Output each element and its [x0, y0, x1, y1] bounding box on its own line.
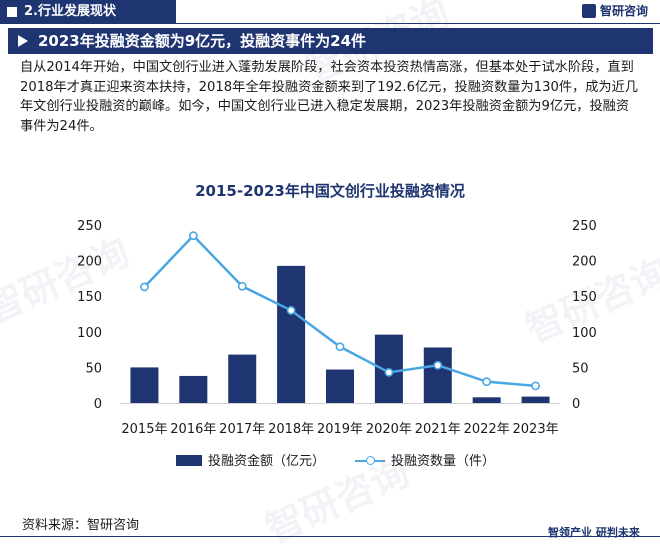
y-left-tick-label: 150	[77, 290, 102, 305]
y-left-tick-label: 100	[77, 326, 102, 341]
y-right-tick-label: 100	[572, 326, 597, 341]
x-tick-label: 2023年	[513, 422, 559, 437]
y-right-tick-label: 250	[572, 219, 597, 234]
legend-line-swatch	[355, 455, 385, 466]
line-point	[188, 231, 198, 241]
section-header: 2.行业发展现状 智研咨询	[0, 0, 660, 24]
count-series-line	[143, 233, 536, 388]
legend-bar-swatch	[176, 455, 202, 466]
x-tick-label: 2017年	[219, 422, 265, 437]
bar	[521, 396, 550, 403]
y-right-tick-label: 150	[572, 290, 597, 305]
bar	[277, 265, 306, 403]
line-point	[384, 367, 394, 377]
line-point	[335, 342, 345, 352]
chart-legend: 投融资金额（亿元） 投融资数量（件）	[0, 452, 660, 472]
x-tick-label: 2019年	[317, 422, 363, 437]
line-point	[531, 381, 540, 391]
bar	[423, 347, 452, 403]
body-paragraph: 自从2014年开始，中国文创行业进入蓬勃发展阶段，社会资本投资热情高涨，但基本处…	[20, 60, 638, 134]
section-tab: 2.行业发展现状	[0, 0, 176, 24]
line-point	[433, 360, 443, 370]
bar	[130, 367, 159, 403]
y-right-tick-label: 0	[572, 397, 580, 412]
y-right-tick-label: 50	[572, 361, 589, 376]
bar	[472, 397, 501, 403]
bar	[228, 354, 257, 403]
footer: 资料来源：智研咨询 智领产业 研判未来	[0, 512, 660, 545]
x-tick-label: 2016年	[170, 422, 216, 437]
source-note: 资料来源：智研咨询	[22, 518, 140, 533]
y-left-tick-label: 0	[94, 397, 102, 412]
square-icon	[7, 7, 17, 17]
x-tick-label: 2021年	[415, 422, 461, 437]
divider	[0, 536, 660, 537]
divider	[0, 23, 660, 24]
headline-banner: 2023年投融资金额为9亿元，投融资事件为24件	[8, 28, 653, 54]
x-tick-label: 2020年	[366, 422, 412, 437]
x-tick-label: 2015年	[121, 422, 167, 437]
x-tick-label: 2022年	[464, 422, 510, 437]
chart-title: 2015-2023年中国文创行业投融资情况	[195, 182, 465, 200]
legend-item-amount: 投融资金额（亿元）	[176, 452, 325, 472]
y-left-tick-label: 200	[77, 255, 102, 270]
section-label: 2.行业发展现状	[24, 4, 116, 19]
y-right-tick-label: 200	[572, 255, 597, 270]
line-point	[482, 377, 492, 387]
y-left-tick-label: 50	[85, 361, 102, 376]
line-point	[237, 281, 247, 291]
y-left-tick-label: 250	[77, 219, 102, 234]
bar	[326, 369, 354, 403]
legend-label: 投融资数量（件）	[391, 454, 496, 469]
triangle-icon	[18, 35, 28, 47]
bar	[179, 375, 208, 403]
line-point	[286, 306, 296, 315]
brand-logo-icon	[582, 4, 596, 18]
legend-item-count: 投融资数量（件）	[355, 452, 495, 472]
footer-slogan: 智领产业 研判未来	[548, 526, 640, 539]
headline-text: 2023年投融资金额为9亿元，投融资事件为24件	[38, 32, 367, 50]
brand-name: 智研咨询	[600, 4, 649, 18]
legend-label: 投融资金额（亿元）	[208, 454, 326, 469]
x-tick-label: 2018年	[268, 422, 314, 437]
line-point	[140, 282, 149, 292]
